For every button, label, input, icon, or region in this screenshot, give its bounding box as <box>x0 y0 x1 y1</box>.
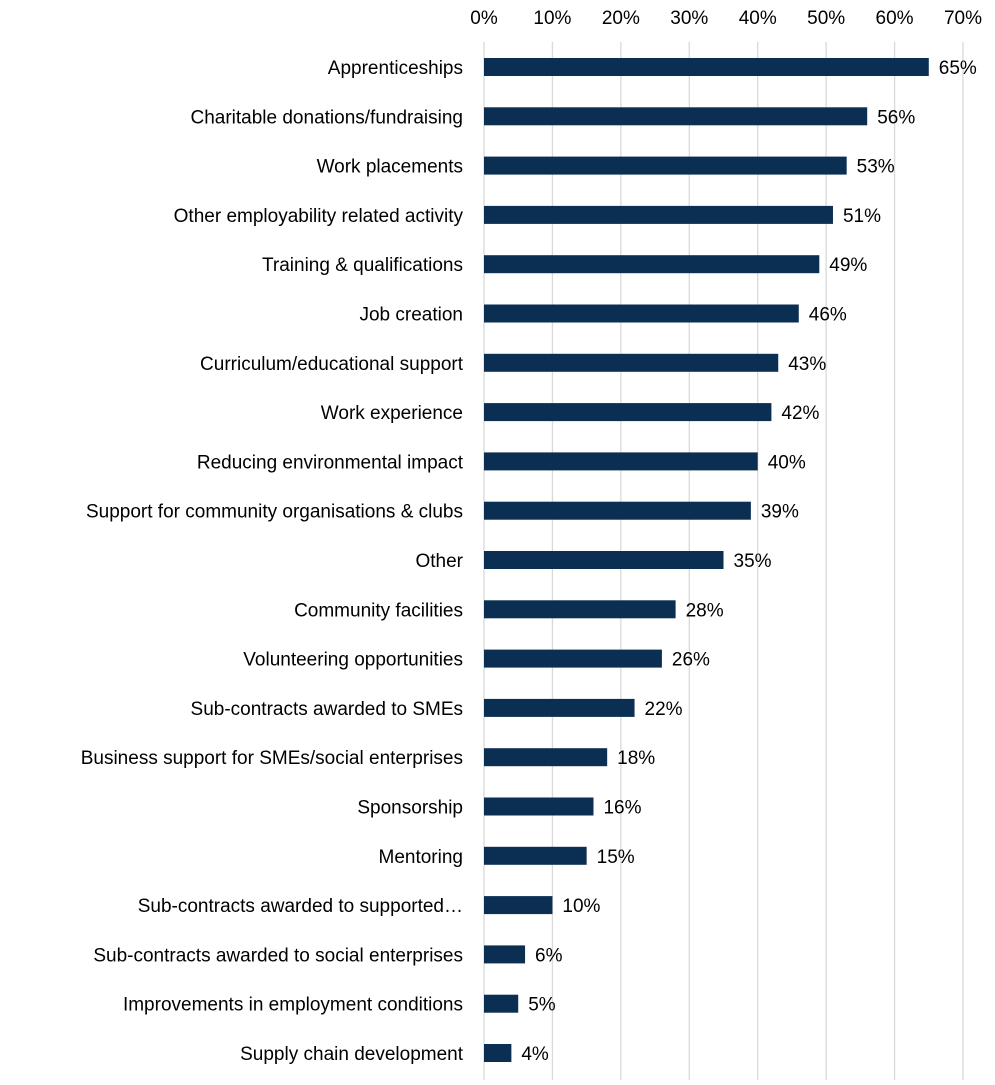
bar <box>484 945 526 964</box>
x-tick-label: 0% <box>470 8 498 29</box>
x-tick-label: 30% <box>670 8 708 29</box>
category-label: Work placements <box>317 157 463 178</box>
data-label: 51% <box>843 206 881 227</box>
category-label: Community facilities <box>294 600 463 621</box>
x-tick-label: 50% <box>807 8 845 29</box>
x-tick-label: 40% <box>739 8 777 29</box>
x-tick-label: 10% <box>533 8 571 29</box>
category-label: Volunteering opportunities <box>243 650 463 671</box>
data-label: 42% <box>781 403 819 424</box>
category-label: Training & qualifications <box>262 255 463 276</box>
data-label: 49% <box>829 255 867 276</box>
bar <box>484 896 553 915</box>
data-label: 26% <box>672 650 710 671</box>
category-label: Sub-contracts awarded to social enterpri… <box>93 945 463 966</box>
category-label: Curriculum/educational support <box>200 354 464 375</box>
bar <box>484 649 662 668</box>
category-labels: Apprenticeships Charitable donations/fund… <box>81 58 464 1065</box>
bar <box>484 748 608 767</box>
category-label: Business support for SMEs/social enterpr… <box>81 748 463 769</box>
bar <box>484 156 847 175</box>
bar <box>484 58 929 76</box>
bars <box>484 58 929 1062</box>
x-tick-label: 20% <box>602 8 640 29</box>
x-tick-label: 70% <box>944 8 982 29</box>
x-axis-ticks: 0% 10% 20% 30% 40% 50% 60% 70% <box>470 8 982 29</box>
data-labels: 65% 56% 53% 51% 49% 46% 43% 42% 40% 39% 35% 28% 26% 2… <box>521 58 977 1065</box>
bar <box>484 501 751 520</box>
data-label: 43% <box>788 354 826 375</box>
bar <box>484 551 724 569</box>
category-label: Support for community organisations & cl… <box>86 502 463 523</box>
bar <box>484 452 758 471</box>
bar <box>484 255 820 274</box>
bar <box>484 304 799 323</box>
category-label: Reducing environmental impact <box>197 452 464 473</box>
data-label: 4% <box>521 1044 549 1065</box>
category-label: Other employability related activity <box>174 206 464 227</box>
category-label: Mentoring <box>379 847 464 868</box>
bar <box>484 698 635 717</box>
data-label: 39% <box>761 502 799 523</box>
category-label: Charitable donations/fundraising <box>190 107 463 128</box>
data-label: 35% <box>734 551 772 572</box>
bar <box>484 1044 512 1062</box>
bar <box>484 797 594 816</box>
data-label: 22% <box>645 699 683 720</box>
category-label: Work experience <box>321 403 463 424</box>
data-label: 5% <box>528 995 556 1016</box>
category-label: Improvements in employment conditions <box>123 995 463 1016</box>
data-label: 46% <box>809 305 847 326</box>
bar <box>484 353 779 372</box>
data-label: 40% <box>768 452 806 473</box>
bar <box>484 600 676 619</box>
category-label: Other <box>415 551 463 572</box>
data-label: 53% <box>857 157 895 178</box>
data-label: 6% <box>535 945 563 966</box>
category-label: Sub-contracts awarded to supported… <box>138 896 463 917</box>
data-label: 28% <box>686 600 724 621</box>
data-label: 10% <box>562 896 600 917</box>
data-label: 56% <box>877 107 915 128</box>
bar <box>484 107 868 126</box>
bar <box>484 994 519 1013</box>
data-label: 18% <box>617 748 655 769</box>
category-label: Job creation <box>359 305 463 326</box>
bar <box>484 846 587 865</box>
x-tick-label: 60% <box>876 8 914 29</box>
category-label: Apprenticeships <box>328 58 463 79</box>
data-label: 65% <box>939 58 977 79</box>
data-label: 15% <box>597 847 635 868</box>
bar <box>484 205 833 224</box>
category-label: Sub-contracts awarded to SMEs <box>191 699 463 720</box>
data-label: 16% <box>603 798 641 819</box>
bar <box>484 403 772 422</box>
category-label: Sponsorship <box>357 798 463 819</box>
category-label: Supply chain development <box>240 1044 464 1065</box>
